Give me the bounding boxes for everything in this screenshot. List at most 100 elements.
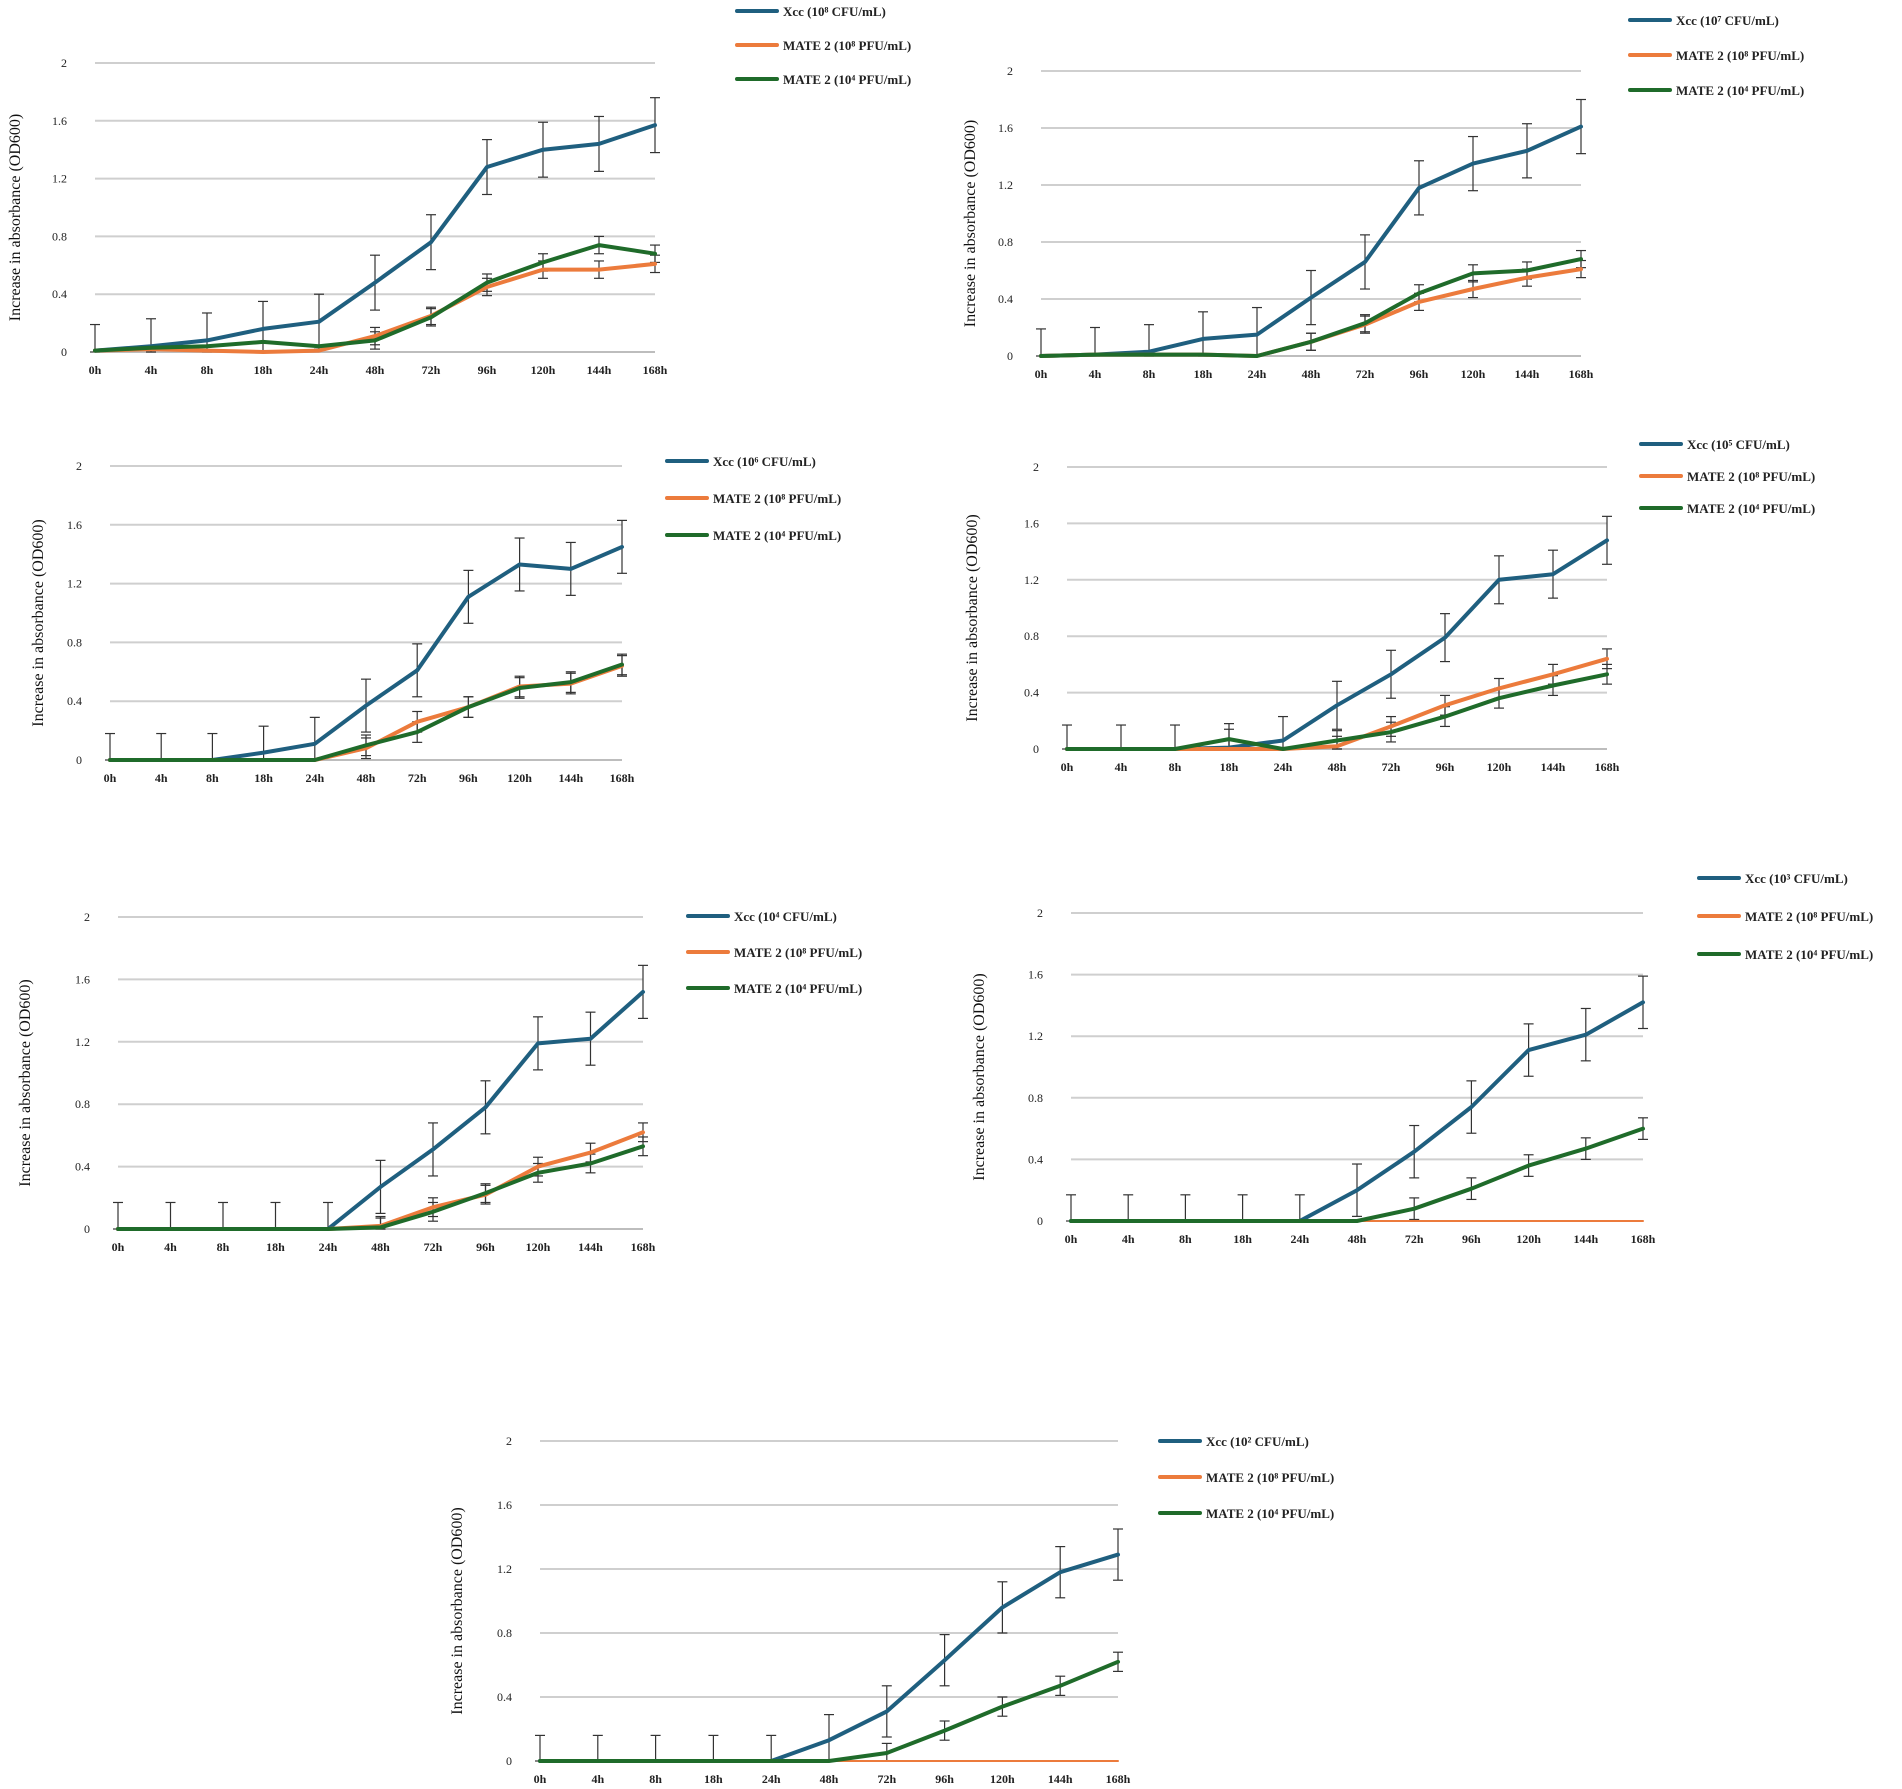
y-axis-label: Increase in absorbance (OD600) bbox=[962, 120, 979, 327]
y-tick-label: 0.4 bbox=[497, 1690, 512, 1704]
legend-item: MATE 2 (10⁸ PFU/mL) bbox=[735, 38, 911, 53]
x-tick-label: 48h bbox=[1302, 367, 1321, 381]
y-tick-label: 2 bbox=[76, 459, 82, 473]
series-line-mate4 bbox=[1069, 1126, 1645, 1223]
y-axis-label: Increase in absorbance (OD600) bbox=[449, 1507, 466, 1714]
error-bar bbox=[1170, 724, 1180, 750]
legend-item: MATE 2 (10⁸ PFU/mL) bbox=[665, 491, 841, 506]
legend-label: MATE 2 (10⁸ PFU/mL) bbox=[1206, 1470, 1334, 1485]
legend: Xcc (10⁷ CFU/mL) MATE 2 (10⁸ PFU/mL) MATE … bbox=[1628, 13, 1804, 98]
chart-panel-middle-right: 0 0.4 0.8 1.2 1.6 2 0h 4h 8h 18h 24h 48h 72h 96h 120h 1… bbox=[964, 437, 1815, 774]
y-tick-label: 0.4 bbox=[998, 292, 1013, 306]
y-tick-label: 0.4 bbox=[1028, 1152, 1043, 1166]
y-tick-label: 0 bbox=[1033, 742, 1039, 756]
y-tick-label: 1.6 bbox=[998, 121, 1013, 135]
legend-item: MATE 2 (10⁴ PFU/mL) bbox=[686, 981, 862, 996]
y-tick-label: 0.8 bbox=[998, 235, 1013, 249]
legend-label: MATE 2 (10⁴ PFU/mL) bbox=[1687, 501, 1815, 516]
chart-panel-lower-left: 0 0.4 0.8 1.2 1.6 2 0h 4h 8h 18h 24h 48h 72h 96h 120h 1… bbox=[17, 909, 862, 1254]
x-tick-label: 4h bbox=[164, 1240, 177, 1254]
x-tick-label: 0h bbox=[534, 1772, 547, 1786]
x-tick-label: 4h bbox=[1089, 367, 1102, 381]
error-bar bbox=[207, 732, 218, 761]
legend-item: MATE 2 (10⁸ PFU/mL) bbox=[1639, 469, 1815, 484]
chart-panel-middle-left: 0 0.4 0.8 1.2 1.6 2 0h 4h 8h 18h 24h 48h 72h 96h 120h 1… bbox=[30, 454, 841, 785]
y-tick-label: 1.2 bbox=[998, 178, 1013, 192]
legend: Xcc (10⁵ CFU/mL) MATE 2 (10⁸ PFU/mL) MATE … bbox=[1639, 437, 1815, 516]
legend-item: MATE 2 (10⁴ PFU/mL) bbox=[1697, 947, 1873, 962]
error-bar bbox=[218, 1201, 228, 1230]
series-line-mate4 bbox=[538, 1659, 1120, 1763]
error-bar bbox=[1036, 328, 1046, 357]
x-tick-label: 0h bbox=[89, 363, 102, 377]
y-axis-label: Increase in absorbance (OD600) bbox=[17, 979, 34, 1186]
y-tick-label: 1.6 bbox=[497, 1498, 512, 1512]
legend-item: MATE 2 (10⁴ PFU/mL) bbox=[1639, 501, 1815, 516]
x-tick-label: 144h bbox=[578, 1240, 603, 1254]
y-tick-label: 2 bbox=[84, 910, 90, 924]
legend-label: Xcc (10² CFU/mL) bbox=[1206, 1434, 1309, 1449]
error-bar bbox=[1066, 1194, 1076, 1222]
error-bar bbox=[1090, 326, 1100, 357]
y-tick-label: 0 bbox=[1007, 349, 1013, 363]
y-tick-label: 1.2 bbox=[1028, 1029, 1043, 1043]
chart-panel-lower-right: 0 0.4 0.8 1.2 1.6 2 0h 4h 8h 18h 24h 48h 72h 96h 120h 1… bbox=[971, 871, 1873, 1246]
legend-label: MATE 2 (10⁸ PFU/mL) bbox=[1745, 909, 1873, 924]
y-tick-label: 0.4 bbox=[75, 1160, 90, 1174]
x-tick-label: 72h bbox=[408, 771, 427, 785]
x-tick-label: 4h bbox=[155, 771, 168, 785]
x-tick-label: 4h bbox=[1122, 1232, 1135, 1246]
legend-item: MATE 2 (10⁴ PFU/mL) bbox=[1158, 1506, 1334, 1521]
y-tick-label: 1.6 bbox=[75, 972, 90, 986]
x-tick-label: 4h bbox=[145, 363, 158, 377]
error-bar bbox=[1123, 1194, 1134, 1222]
x-tick-label: 0h bbox=[112, 1240, 125, 1254]
error-bar bbox=[1198, 311, 1208, 357]
chart-panel-bottom-center: 0 0.4 0.8 1.2 1.6 2 0h 4h 8h 18h 24h 48h 72h 96h 120h 1… bbox=[449, 1434, 1334, 1786]
x-tick-label: 144h bbox=[1573, 1232, 1598, 1246]
x-tick-label: 48h bbox=[371, 1240, 390, 1254]
legend-item: MATE 2 (10⁸ PFU/mL) bbox=[1628, 48, 1804, 63]
x-tick-label: 120h bbox=[507, 771, 532, 785]
y-tick-label: 0.8 bbox=[52, 229, 67, 243]
x-tick-label: 72h bbox=[422, 363, 441, 377]
legend-item: MATE 2 (10⁴ PFU/mL) bbox=[665, 528, 841, 543]
error-bar bbox=[90, 323, 100, 353]
x-tick-label: 96h bbox=[478, 363, 497, 377]
y-tick-label: 0.8 bbox=[1028, 1091, 1043, 1105]
x-tick-label: 48h bbox=[1328, 760, 1347, 774]
x-tick-label: 144h bbox=[587, 363, 612, 377]
y-tick-label: 1.6 bbox=[67, 518, 82, 532]
x-tick-label: 120h bbox=[1461, 367, 1486, 381]
x-tick-label: 8h bbox=[1179, 1232, 1192, 1246]
y-tick-label: 2 bbox=[1037, 906, 1043, 920]
legend-label: MATE 2 (10⁴ PFU/mL) bbox=[783, 72, 911, 87]
error-bar bbox=[270, 1201, 281, 1230]
error-bar bbox=[708, 1734, 719, 1762]
legend-item: Xcc (10⁶ CFU/mL) bbox=[665, 454, 816, 469]
legend: Xcc (10² CFU/mL) MATE 2 (10⁸ PFU/mL) MATE … bbox=[1158, 1434, 1334, 1521]
legend-label: Xcc (10³ CFU/mL) bbox=[1745, 871, 1848, 886]
x-tick-label: 0h bbox=[104, 771, 117, 785]
legend-item: MATE 2 (10⁸ PFU/mL) bbox=[1158, 1470, 1334, 1485]
x-tick-label: 144h bbox=[1515, 367, 1540, 381]
legend: Xcc (10⁸ CFU/mL) MATE 2 (10⁸ PFU/mL) MATE … bbox=[735, 4, 911, 87]
error-bar bbox=[592, 1734, 603, 1762]
x-tick-label: 24h bbox=[1290, 1232, 1309, 1246]
x-tick-label: 48h bbox=[1348, 1232, 1367, 1246]
y-tick-label: 0 bbox=[84, 1222, 90, 1236]
x-tick-label: 96h bbox=[1462, 1232, 1481, 1246]
legend-item: MATE 2 (10⁴ PFU/mL) bbox=[1628, 83, 1804, 98]
x-tick-label: 18h bbox=[704, 1772, 723, 1786]
y-tick-label: 1.2 bbox=[67, 577, 82, 591]
legend-label: MATE 2 (10⁸ PFU/mL) bbox=[713, 491, 841, 506]
x-tick-label: 24h bbox=[1274, 760, 1293, 774]
legend-label: MATE 2 (10⁴ PFU/mL) bbox=[713, 528, 841, 543]
x-tick-label: 72h bbox=[1382, 760, 1401, 774]
legend: Xcc (10³ CFU/mL) MATE 2 (10⁸ PFU/mL) MATE … bbox=[1697, 871, 1873, 962]
legend-item: Xcc (10⁸ CFU/mL) bbox=[735, 4, 886, 19]
y-axis-label: Increase in absorbance (OD600) bbox=[971, 973, 988, 1180]
x-tick-label: 168h bbox=[1569, 367, 1594, 381]
y-tick-label: 2 bbox=[1033, 460, 1039, 474]
x-tick-label: 120h bbox=[531, 363, 556, 377]
